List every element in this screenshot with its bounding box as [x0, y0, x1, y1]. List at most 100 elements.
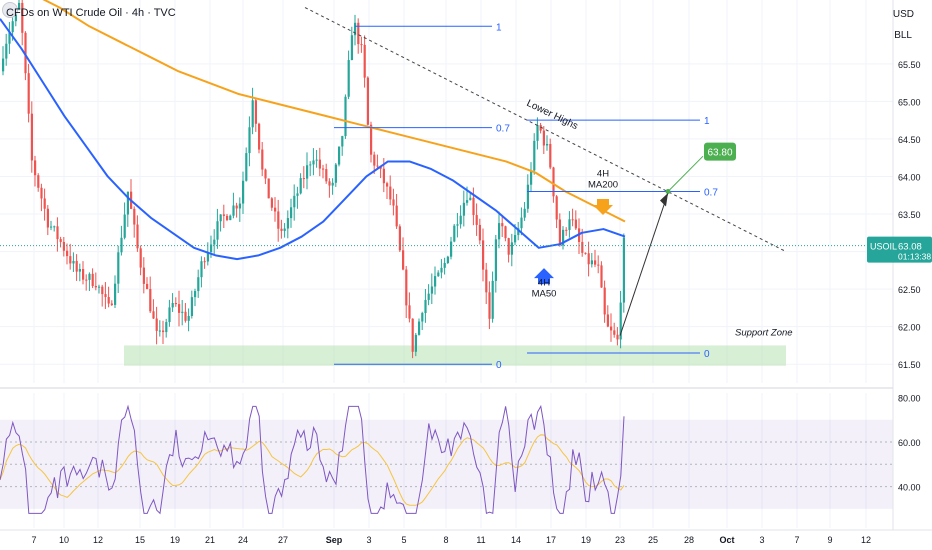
candle-body — [568, 219, 571, 230]
time-tick-label: 17 — [546, 535, 556, 545]
unit-label[interactable]: BLL — [894, 30, 912, 41]
candle-body — [581, 241, 584, 253]
candle-body — [485, 269, 488, 293]
candle-body — [571, 219, 574, 221]
support-zone — [124, 345, 786, 366]
candle-body — [251, 100, 254, 128]
candle-body — [590, 260, 593, 265]
candle-body — [78, 269, 81, 272]
candle-body — [46, 208, 49, 228]
time-tick-label: 19 — [170, 535, 180, 545]
candle-body — [555, 196, 558, 220]
candle-body — [149, 288, 152, 312]
price-tick-label: 64.00 — [898, 172, 921, 182]
candle-body — [574, 219, 577, 229]
fib-label: 0.7 — [496, 124, 510, 135]
candle-body — [30, 113, 33, 161]
candle-body — [450, 241, 453, 257]
candle-body — [165, 322, 168, 333]
rsi-tick-label: 80.00 — [898, 393, 921, 403]
candle-body — [338, 146, 341, 165]
candle-body — [395, 205, 398, 227]
candle-body — [219, 214, 222, 222]
candle-body — [296, 193, 299, 196]
time-tick-label: Sep — [326, 535, 343, 545]
candle-body — [613, 330, 616, 335]
price-tick-label: 61.50 — [898, 360, 921, 370]
candle-body — [168, 307, 171, 323]
candle-body — [107, 297, 110, 304]
time-tick-label: 7 — [794, 535, 799, 545]
up-arrow-icon — [534, 268, 554, 285]
candle-body — [357, 22, 360, 45]
candle-body — [11, 21, 14, 33]
candle-body — [475, 215, 478, 225]
candle-body — [184, 311, 187, 321]
candle-body — [110, 303, 113, 305]
candle-body — [24, 32, 27, 74]
candle-body — [72, 260, 75, 264]
candle-body — [274, 207, 277, 212]
candle-body — [178, 304, 181, 313]
candle-body — [37, 175, 40, 188]
candle-body — [126, 191, 129, 215]
candle-body — [306, 165, 309, 179]
candle-body — [40, 187, 43, 199]
candle-body — [546, 143, 549, 146]
candle-body — [334, 164, 337, 183]
candle-body — [171, 303, 174, 308]
candle-body — [558, 219, 561, 246]
candle-body — [366, 77, 369, 125]
candle-body — [482, 240, 485, 270]
candle-body — [286, 218, 289, 229]
candle-body — [587, 253, 590, 265]
candle-body — [216, 221, 219, 240]
time-tick-label: 28 — [684, 535, 694, 545]
candle-body — [354, 22, 357, 36]
candle-body — [443, 262, 446, 268]
time-tick-label: 19 — [581, 535, 591, 545]
currency-label[interactable]: USD — [892, 9, 914, 20]
price-tick-label: 65.50 — [898, 60, 921, 70]
candle-body — [536, 125, 539, 141]
candle-body — [94, 285, 97, 288]
price-tag-symbol: USOIL — [870, 242, 897, 252]
candle-body — [322, 168, 325, 170]
candle-body — [501, 223, 504, 227]
candle-body — [325, 169, 328, 182]
ma50-label-line2: MA50 — [532, 288, 557, 299]
candle-body — [5, 43, 8, 59]
candle-body — [469, 197, 472, 201]
candle-body — [363, 44, 366, 78]
candle-body — [232, 205, 235, 216]
candle-body — [258, 123, 261, 150]
candle-body — [619, 302, 622, 340]
candle-body — [552, 167, 555, 197]
target-label: 63.80 — [707, 148, 732, 159]
candle-body — [549, 143, 552, 168]
time-tick-label: 23 — [615, 535, 625, 545]
candle-body — [85, 279, 88, 281]
candle-body — [523, 208, 526, 218]
candle-body — [389, 186, 392, 200]
candle-body — [466, 200, 469, 203]
fib-levels: 1 0.7 0 1 0.7 0 — [334, 22, 718, 371]
time-tick-label: 7 — [31, 535, 36, 545]
candle-body — [584, 252, 587, 254]
candle-body — [350, 35, 353, 61]
candle-body — [405, 269, 408, 306]
candle-body — [459, 215, 462, 225]
candle-body — [136, 224, 139, 249]
candle-body — [8, 32, 11, 44]
candle-body — [299, 178, 302, 194]
price-tag-value: 63.08 — [898, 242, 922, 253]
time-tick-label: 15 — [135, 535, 145, 545]
candle-body — [318, 159, 321, 169]
candle-body — [507, 238, 510, 255]
candle-body — [98, 286, 101, 288]
rsi-ma-line — [0, 434, 625, 506]
candle-body — [606, 314, 609, 327]
candle-body — [155, 318, 158, 331]
